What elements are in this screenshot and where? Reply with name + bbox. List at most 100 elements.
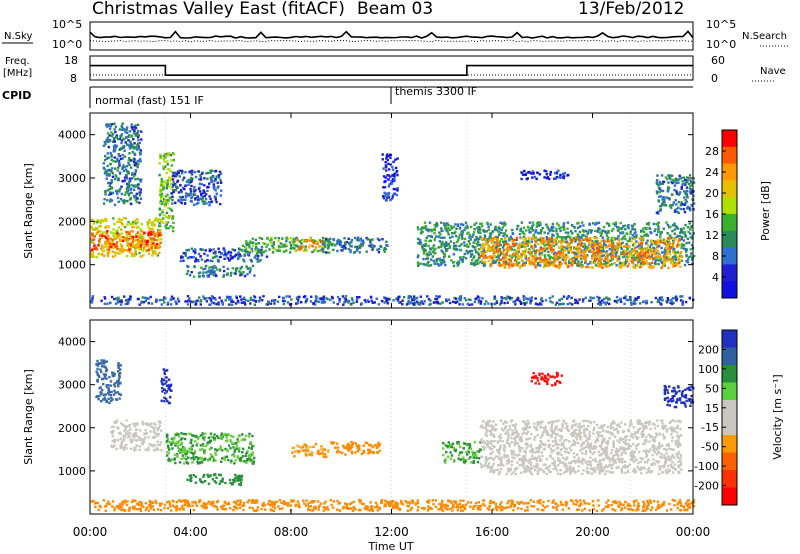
power-echo-cell-12 [516,244,520,247]
power-echo-cell-15 [218,296,221,299]
power-echo-cell-11 [688,255,691,259]
power-echo-cell-15 [228,303,231,306]
power-echo-cell-7 [251,244,255,247]
velocity-echo-cell-1 [121,423,124,426]
velocity-echo-cell-1 [112,425,116,428]
power-echo-cell-4 [171,198,174,202]
power-echo-cell-15 [576,301,580,305]
power-echo-cell-15 [343,301,346,304]
power-echo-cell-2 [128,156,131,160]
power-echo-cell-15 [615,295,619,299]
power-echo-cell-2 [121,167,124,171]
velocity-echo-cell-3 [167,451,171,455]
power-echo-cell-12 [611,250,614,254]
power-echo-cell-12 [502,261,506,264]
power-echo-cell-11 [661,261,664,264]
power-echo-cell-11 [609,253,612,256]
power-echo-cell-2 [110,158,113,162]
power-echo-cell-2 [134,169,138,172]
velocity-echo-cell-0 [105,377,108,380]
power-echo-cell-5 [195,259,198,262]
power-echo-cell-15 [164,297,167,300]
power-echo-cell-7 [313,239,317,243]
power-echo-cell-11 [460,234,464,237]
velocity-echo-cell-0 [98,387,101,390]
power-echo-cell-2 [113,139,116,142]
power-echo-cell-15 [592,296,595,300]
power-echo-cell-11 [549,240,552,243]
power-echo-cell-11 [433,224,436,227]
power-echo-cell-5 [259,259,262,262]
power-echo-cell-11 [613,237,617,240]
velocity-echo-cell-0 [95,395,98,398]
power-echo-cell-0 [103,226,107,229]
power-echo-cell-7 [288,241,292,244]
power-echo-cell-2 [108,168,111,172]
power-echo-cell-6 [226,267,230,271]
power-echo-cell-2 [108,140,111,143]
power-echo-cell-4 [174,175,177,178]
power-echo-cell-11 [499,243,502,247]
power-echo-cell-12 [491,256,494,259]
power-echo-cell-12 [669,247,672,250]
power-echo-cell-12 [537,249,540,252]
velocity-echo-cell-0 [118,397,121,400]
power-echo-cell-15 [409,301,412,304]
power-echo-cell-11 [489,232,493,235]
power-echo-cell-11 [464,221,468,224]
power-echo-cell-12 [630,240,633,243]
power-echo-cell-11 [462,223,465,227]
power-echo-cell-8 [305,240,308,243]
power-echo-cell-4 [183,202,187,205]
power-echo-cell-1 [143,246,146,249]
power-echo-cell-2 [134,124,137,127]
power-echo-cell-15 [494,302,497,305]
power-echo-cell-14 [657,212,660,215]
power-echo-cell-10 [389,163,393,166]
velocity-echo-cell-0 [118,392,121,396]
power-echo-cell-12 [650,266,654,269]
power-echo-cell-3 [159,201,162,205]
power-echo-cell-7 [293,243,296,247]
power-echo-cell-15 [338,298,341,301]
power-echo-cell-5 [190,256,193,259]
power-echo-cell-15 [675,299,678,302]
power-echo-cell-5 [204,249,207,252]
power-echo-cell-12 [560,242,563,245]
power-echo-cell-11 [629,232,632,235]
power-echo-cell-9 [383,246,387,250]
power-echo-cell-14 [689,192,693,195]
power-echo-cell-4 [203,195,206,198]
power-echo-cell-11 [687,230,690,234]
power-echo-cell-11 [466,226,469,229]
power-echo-cell-15 [617,299,620,302]
power-echo-cell-3 [159,188,162,191]
velocity-echo-cell-3 [213,433,216,436]
power-echo-cell-11 [538,232,541,235]
power-echo-cell-3 [162,156,165,159]
velocity-echo-cell-1 [153,443,156,447]
power-echo-cell-15 [441,301,444,304]
power-echo-cell-15 [375,297,378,300]
power-echo-cell-11 [577,235,580,238]
power-echo-cell-11 [602,254,606,257]
power-echo-cell-12 [656,245,659,249]
velocity-echo-cell-1 [113,444,116,447]
power-echo-cell-7 [248,242,251,245]
power-echo-cell-4 [201,200,204,203]
power-echo-cell-2 [128,180,131,183]
power-echo-cell-2 [120,139,123,142]
power-echo-cell-3 [158,173,161,177]
power-echo-cell-4 [184,171,187,174]
power-echo-cell-1 [91,232,94,235]
power-echo-cell-11 [580,257,583,260]
power-echo-cell-15 [282,302,285,306]
power-echo-cell-11 [580,260,583,264]
power-echo-cell-11 [531,229,535,232]
power-echo-cell-15 [363,299,366,302]
power-echo-cell-5 [213,255,217,259]
power-echo-cell-15 [645,299,648,303]
power-echo-cell-15 [603,297,606,301]
power-echo-cell-15 [288,295,291,298]
